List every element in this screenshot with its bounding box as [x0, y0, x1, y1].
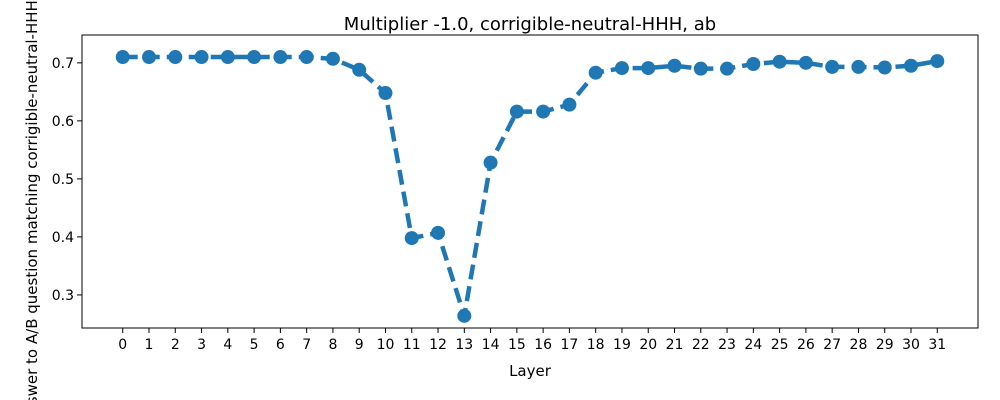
data-point: [877, 60, 892, 75]
y-tick-label: 0.6: [52, 114, 74, 130]
data-point: [352, 62, 367, 77]
data-point: [562, 97, 577, 112]
x-tick-label: 6: [276, 337, 285, 353]
x-tick-label: 24: [744, 337, 762, 353]
data-point: [536, 104, 551, 119]
x-tick-label: 4: [223, 337, 232, 353]
x-tick-label: 15: [508, 337, 526, 353]
data-point: [930, 54, 945, 69]
y-tick-label: 0.3: [52, 288, 74, 304]
data-point: [142, 50, 157, 65]
data-point: [509, 104, 524, 119]
data-point: [483, 155, 498, 170]
data-point: [404, 231, 419, 246]
x-tick-label: 16: [534, 337, 552, 353]
chart-title: Multiplier -1.0, corrigible-neutral-HHH,…: [344, 14, 716, 35]
data-point: [378, 86, 393, 101]
data-point: [220, 50, 235, 65]
plot-frame: [81, 34, 979, 329]
x-tick-label: 10: [377, 337, 395, 353]
x-tick-label: 7: [302, 337, 311, 353]
data-point: [798, 55, 813, 70]
y-tick-label: 0.7: [52, 56, 74, 72]
x-tick-label: 5: [250, 337, 259, 353]
data-point: [851, 59, 866, 74]
x-tick-label: 12: [429, 337, 447, 353]
x-tick-label: 29: [876, 337, 894, 353]
data-point: [457, 308, 472, 323]
x-tick-label: 23: [718, 337, 736, 353]
data-point: [772, 54, 787, 69]
data-point: [115, 50, 130, 65]
data-point: [746, 57, 761, 72]
data-point: [641, 61, 656, 76]
data-point: [273, 50, 288, 65]
x-tick-label: 28: [850, 337, 868, 353]
data-point: [825, 59, 840, 74]
x-tick-label: 20: [639, 337, 657, 353]
data-point: [168, 50, 183, 65]
data-point: [247, 50, 262, 65]
x-tick-label: 1: [145, 337, 154, 353]
x-tick-label: 31: [928, 337, 946, 353]
data-point: [693, 61, 708, 76]
x-tick-label: 22: [692, 337, 710, 353]
x-tick-label: 19: [613, 337, 631, 353]
x-tick-label: 9: [355, 337, 364, 353]
x-tick-label: 25: [771, 337, 789, 353]
data-point: [325, 51, 340, 66]
data-point: [588, 65, 603, 80]
x-tick-label: 0: [118, 337, 127, 353]
y-tick-label: 0.5: [52, 172, 74, 188]
x-tick-label: 13: [455, 337, 473, 353]
y-tick-label: 0.4: [52, 230, 74, 246]
y-axis-label: p(answer to A/B question matching corrig…: [23, 0, 41, 400]
x-tick-label: 21: [666, 337, 684, 353]
x-tick-label: 3: [197, 337, 206, 353]
data-point: [431, 225, 446, 240]
x-axis-label: Layer: [509, 362, 552, 380]
x-tick-label: 17: [560, 337, 578, 353]
x-tick-label: 27: [823, 337, 841, 353]
x-tick-label: 30: [902, 337, 920, 353]
x-tick-label: 8: [328, 337, 337, 353]
data-point: [667, 58, 682, 73]
x-tick-label: 2: [171, 337, 180, 353]
x-tick-label: 14: [482, 337, 500, 353]
x-tick-label: 11: [403, 337, 421, 353]
data-point: [720, 61, 735, 76]
data-line: [122, 54, 938, 317]
data-point: [614, 61, 629, 76]
x-tick-label: 26: [797, 337, 815, 353]
data-point: [194, 50, 209, 65]
data-point: [299, 50, 314, 65]
data-point: [903, 58, 918, 73]
x-tick-label: 18: [587, 337, 605, 353]
